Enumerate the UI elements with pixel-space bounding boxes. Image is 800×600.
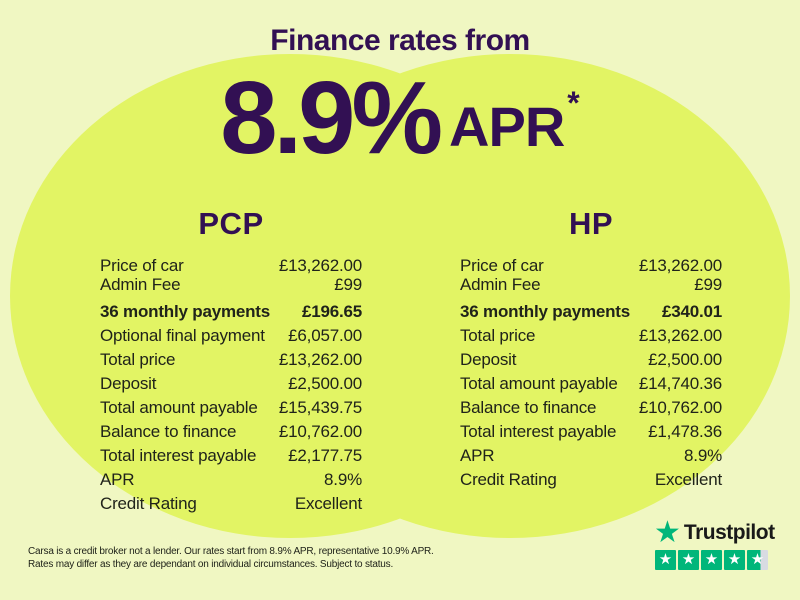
- trustpilot-brand: Trustpilot: [683, 521, 775, 544]
- row-value: £2,500.00: [648, 350, 722, 369]
- row-value: Excellent: [654, 470, 722, 489]
- trustpilot-star-icon: ★: [654, 516, 681, 549]
- row-value: £10,762.00: [638, 398, 722, 417]
- row-value: £13,262.00: [278, 256, 362, 275]
- star-glyph: ★: [750, 551, 765, 568]
- asterisk: *: [567, 85, 580, 121]
- star-glyph: ★: [727, 551, 742, 568]
- row-value: £340.01: [661, 302, 722, 321]
- row-label: Total interest payable: [100, 446, 257, 465]
- background-circle-right: [230, 54, 790, 538]
- row-value: 8.9%: [684, 446, 722, 465]
- row-value: £13,262.00: [638, 326, 722, 345]
- apr-label: APR: [449, 95, 565, 158]
- finance-row: APR 8.9%: [460, 447, 722, 464]
- trustpilot-logo: ★ Trustpilot: [654, 518, 775, 548]
- row-value: £15,439.75: [278, 398, 362, 417]
- row-value: £99: [694, 275, 722, 294]
- hp-rows: Price of car £13,262.00 Admin Fee £99 36 mon…: [460, 257, 722, 488]
- row-value: £10,762.00: [278, 422, 362, 441]
- finance-row: Optional final payment £6,057.00: [100, 327, 362, 344]
- pcp-column: PCP Price of car £13,262.00 Admin Fee £99 36…: [100, 206, 362, 512]
- row-label: APR: [100, 470, 135, 489]
- row-value: £2,177.75: [288, 446, 362, 465]
- row-label: 36 monthly payments: [460, 302, 631, 321]
- row-label: Admin Fee: [460, 275, 541, 294]
- rating-star-4: ★: [724, 550, 745, 570]
- rating-star-2: ★: [678, 550, 699, 570]
- row-label: Total amount payable: [100, 398, 258, 417]
- row-value: £6,057.00: [288, 326, 362, 345]
- disclaimer-line-2: Rates may differ as they are dependant o…: [28, 559, 394, 570]
- row-label: Total price: [100, 350, 176, 369]
- banner-title: Finance rates from: [270, 24, 530, 57]
- row-label: Total interest payable: [460, 422, 617, 441]
- finance-row: Deposit £2,500.00: [100, 375, 362, 392]
- finance-row: APR 8.9%: [100, 471, 362, 488]
- finance-row: Credit Rating Excellent: [100, 495, 362, 512]
- row-label: Balance to finance: [100, 422, 237, 441]
- finance-row: Deposit £2,500.00: [460, 351, 722, 368]
- row-value: 8.9%: [324, 470, 362, 489]
- finance-row: Admin Fee £99: [460, 276, 722, 293]
- rating-star-5: ★: [747, 550, 768, 570]
- finance-row: Total interest payable £2,177.75: [100, 447, 362, 464]
- row-label: Deposit: [460, 350, 517, 369]
- disclaimer-line-1: Carsa is a credit broker not a lender. O…: [28, 546, 434, 557]
- row-label: Total price: [460, 326, 536, 345]
- finance-row: Balance to finance £10,762.00: [100, 423, 362, 440]
- star-glyph: ★: [704, 551, 719, 568]
- rating-star-1: ★: [655, 550, 676, 570]
- rate-suffix: APR*: [449, 85, 580, 159]
- row-value: Excellent: [294, 494, 362, 513]
- trustpilot-rating-stars: ★ ★ ★ ★ ★: [655, 550, 775, 570]
- finance-row: 36 monthly payments £340.01: [460, 303, 722, 320]
- row-value: £13,262.00: [638, 256, 722, 275]
- row-label: Credit Rating: [100, 494, 197, 513]
- finance-row: Total interest payable £1,478.36: [460, 423, 722, 440]
- finance-row: Total price £13,262.00: [460, 327, 722, 344]
- finance-row: Total price £13,262.00: [100, 351, 362, 368]
- row-label: Credit Rating: [460, 470, 557, 489]
- row-value: £13,262.00: [278, 350, 362, 369]
- finance-row: Total amount payable £14,740.36: [460, 375, 722, 392]
- pcp-rows: Price of car £13,262.00 Admin Fee £99 36 mon…: [100, 257, 362, 512]
- finance-row: Balance to finance £10,762.00: [460, 399, 722, 416]
- finance-row: Price of car £13,262.00: [460, 257, 722, 274]
- rating-star-3: ★: [701, 550, 722, 570]
- finance-row: Price of car £13,262.00: [100, 257, 362, 274]
- disclaimer: Carsa is a credit broker not a lender. O…: [28, 545, 434, 571]
- row-label: APR: [460, 446, 495, 465]
- hp-column-title: HP: [568, 206, 614, 241]
- pcp-column-title: PCP: [198, 206, 264, 241]
- finance-row: 36 monthly payments £196.65: [100, 303, 362, 320]
- headline-rate: 8.9% APR*: [0, 66, 800, 169]
- row-value: £14,740.36: [638, 374, 722, 393]
- hp-column: HP Price of car £13,262.00 Admin Fee £99 36 …: [460, 206, 722, 488]
- row-label: Optional final payment: [100, 326, 265, 345]
- row-value: £196.65: [301, 302, 362, 321]
- row-label: Admin Fee: [100, 275, 181, 294]
- row-value: £99: [334, 275, 362, 294]
- row-label: Price of car: [100, 256, 184, 275]
- row-value: £2,500.00: [288, 374, 362, 393]
- row-label: 36 monthly payments: [100, 302, 271, 321]
- finance-row: Total amount payable £15,439.75: [100, 399, 362, 416]
- row-label: Deposit: [100, 374, 157, 393]
- finance-row: Admin Fee £99: [100, 276, 362, 293]
- row-label: Balance to finance: [460, 398, 597, 417]
- finance-row: Credit Rating Excellent: [460, 471, 722, 488]
- star-glyph: ★: [658, 551, 673, 568]
- trustpilot-widget: ★ Trustpilot ★ ★ ★ ★ ★: [654, 518, 775, 570]
- star-glyph: ★: [681, 551, 696, 568]
- row-label: Total amount payable: [460, 374, 618, 393]
- row-label: Price of car: [460, 256, 544, 275]
- rate-value: 8.9%: [220, 60, 443, 175]
- row-value: £1,478.36: [648, 422, 722, 441]
